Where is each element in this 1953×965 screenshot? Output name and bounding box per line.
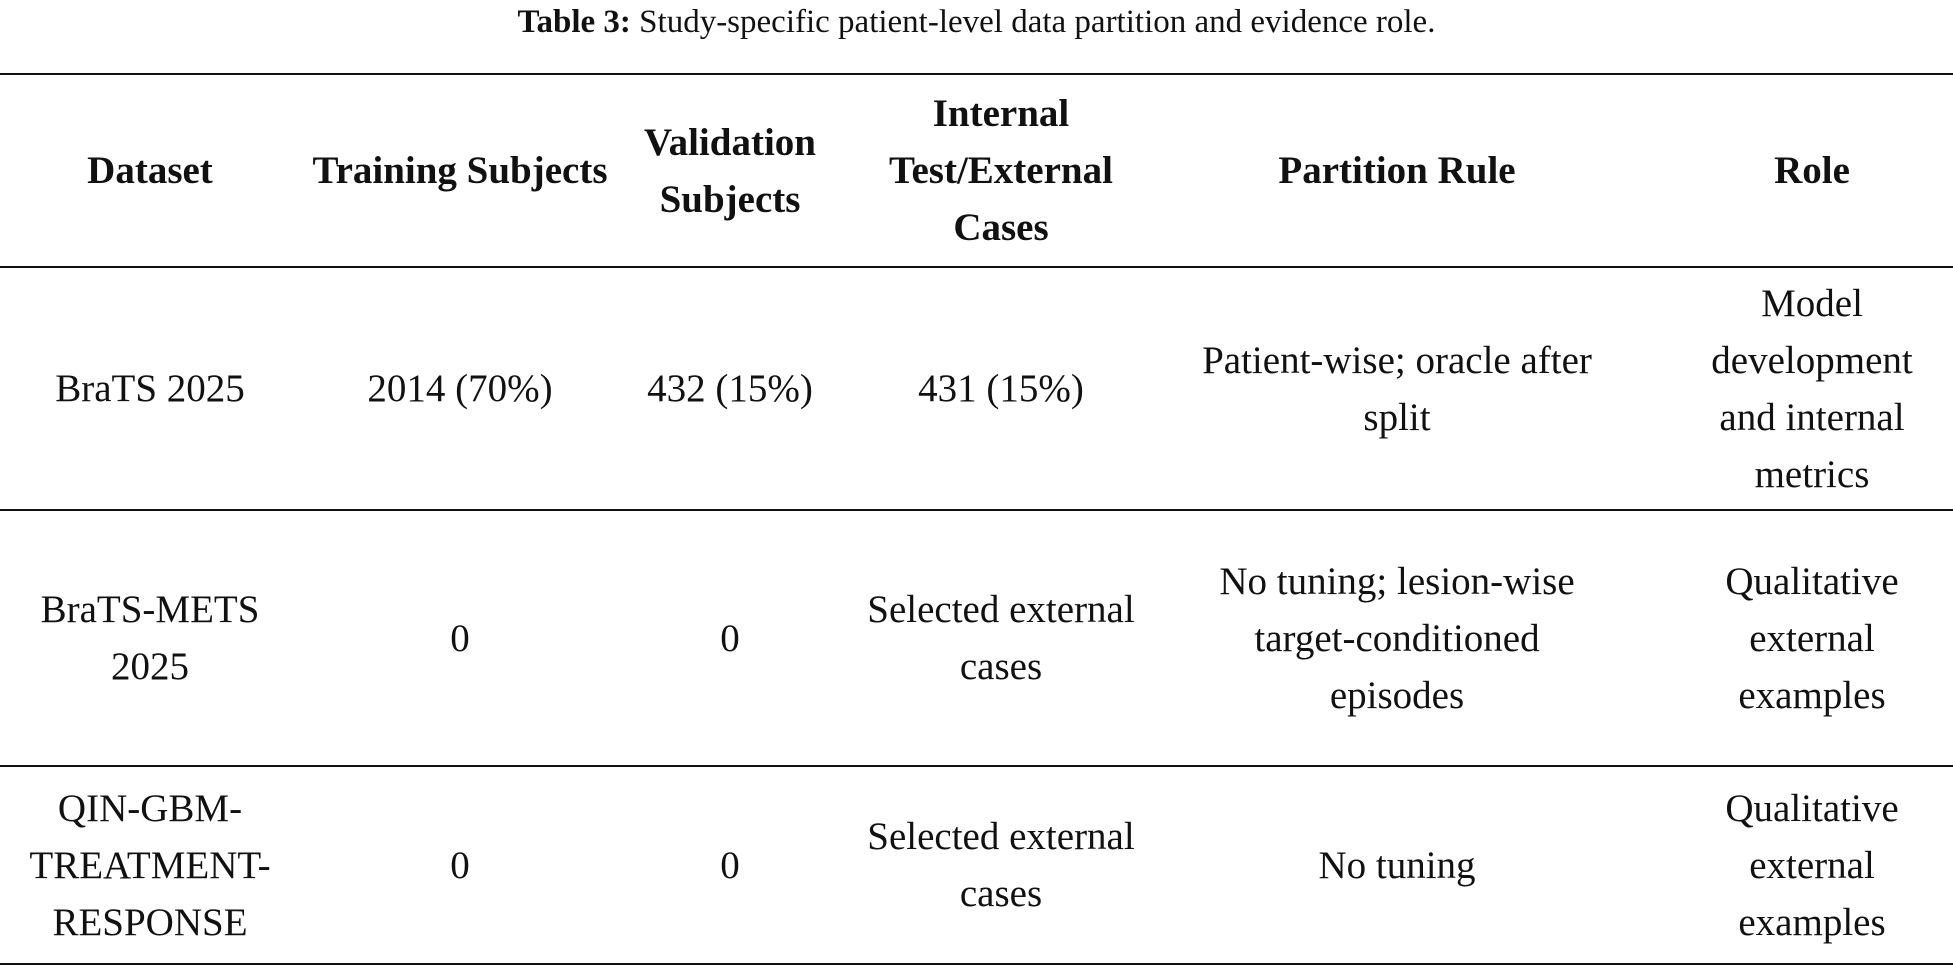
cell-test-cases: 431 (15%) bbox=[918, 367, 1084, 410]
header-internal-test-external-cases: Internal Test/External Cases bbox=[889, 92, 1113, 249]
cell-validation-subjects: 0 bbox=[720, 843, 740, 887]
cell-partition-rule: No tuning bbox=[1318, 843, 1476, 887]
cell-validation-subjects: 0 bbox=[720, 616, 740, 660]
data-partition-table: Dataset Training Subjects Validation Sub… bbox=[0, 73, 1953, 965]
cell-dataset: BraTS-METS 2025 bbox=[40, 588, 260, 688]
cell-test-cases: Selected external cases bbox=[867, 588, 1135, 688]
header-validation-subjects: Validation Subjects bbox=[644, 120, 816, 221]
header-dataset: Dataset bbox=[87, 149, 213, 192]
header-partition-rule: Partition Rule bbox=[1278, 149, 1516, 192]
cell-training-subjects: 0 bbox=[450, 843, 470, 887]
cell-dataset: BraTS 2025 bbox=[55, 367, 245, 410]
table-caption-text: Study-specific patient-level data partit… bbox=[639, 4, 1436, 40]
table-caption: Table 3: Study-specific patient-level da… bbox=[0, 0, 1953, 44]
table-row: BraTS 2025 2014 (70%) 432 (15%) 431 (15%… bbox=[0, 267, 1953, 510]
table-row: QIN-GBM-TREATMENT-RESPONSE 0 0 Selected … bbox=[0, 766, 1953, 964]
table-header-row: Dataset Training Subjects Validation Sub… bbox=[0, 74, 1953, 267]
table-row: BraTS-METS 2025 0 0 Selected external ca… bbox=[0, 510, 1953, 766]
cell-dataset: QIN-GBM-TREATMENT-RESPONSE bbox=[29, 786, 271, 944]
header-role: Role bbox=[1774, 149, 1850, 192]
table-caption-label: Table 3: bbox=[517, 4, 631, 40]
cell-partition-rule: Patient-wise; oracle after split bbox=[1202, 338, 1592, 439]
cell-role: Model development and internal metrics bbox=[1711, 281, 1913, 496]
cell-validation-subjects: 432 (15%) bbox=[647, 367, 813, 410]
cell-test-cases: Selected external cases bbox=[867, 815, 1135, 915]
cell-partition-rule: No tuning; lesion-wise target-conditione… bbox=[1219, 559, 1575, 717]
cell-training-subjects: 0 bbox=[450, 616, 470, 660]
header-training-subjects: Training Subjects bbox=[312, 149, 608, 192]
cell-training-subjects: 2014 (70%) bbox=[367, 367, 553, 410]
cell-role: Qualitative external examples bbox=[1725, 559, 1899, 717]
cell-role: Qualitative external examples bbox=[1725, 786, 1899, 944]
